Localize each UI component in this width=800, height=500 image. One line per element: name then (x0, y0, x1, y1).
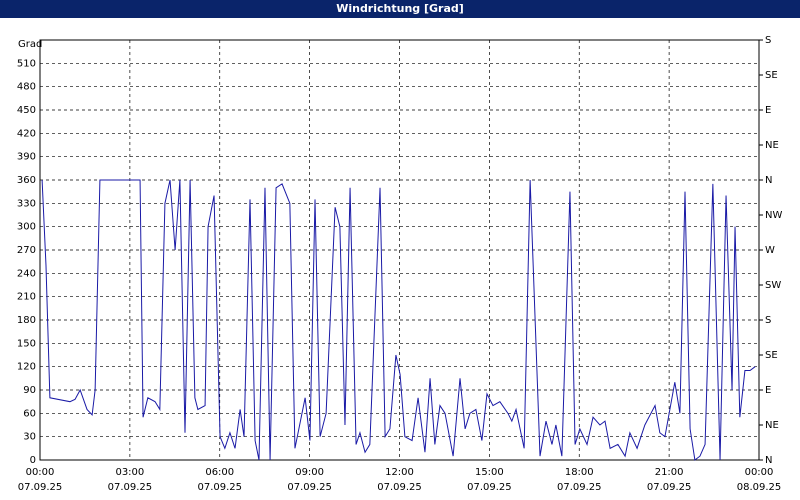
y-tick-label: 60 (23, 408, 36, 419)
x-tick-label: 00:00 08.09.25 (736, 467, 782, 493)
y2-tick-label: N (765, 455, 772, 466)
y2-tick-label: SE (765, 350, 778, 361)
y2-tick-label: NW (765, 210, 782, 221)
y-axis-title: Grad (18, 39, 42, 50)
y2-tick-label: SE (765, 70, 778, 81)
chart-title: Windrichtung [Grad] (336, 2, 464, 15)
y2-tick-label: NE (765, 140, 779, 151)
y-tick-label: 90 (23, 385, 36, 396)
y2-tick-label: W (765, 245, 775, 256)
title-bar (0, 0, 800, 18)
x-tick-label: 15:00 07.09.25 (467, 467, 512, 493)
y-tick-label: 450 (17, 105, 36, 116)
data-line (41, 179, 756, 461)
x-tick-label: 18:00 07.09.25 (556, 467, 602, 493)
y2-tick-label: E (765, 385, 771, 396)
x-tick-label: 12:00 07.09.25 (377, 467, 422, 493)
y-tick-label: 180 (17, 315, 36, 326)
y2-tick-label: S (765, 315, 771, 326)
y-tick-label: 420 (17, 128, 36, 139)
y-tick-label: 270 (17, 245, 36, 256)
x-tick-label: 00:00 07.09.25 (17, 467, 63, 493)
y-tick-label: 120 (17, 362, 36, 373)
y-tick-label: 0 (30, 455, 36, 466)
y-tick-label: 240 (17, 268, 36, 279)
x-tick-label: 09:00 07.09.25 (287, 467, 332, 493)
x-tick-label: 03:00 07.09.25 (107, 467, 153, 493)
y-tick-label: 300 (17, 222, 36, 233)
x-tick-label: 06:00 07.09.25 (197, 467, 243, 493)
y-tick-label: 330 (17, 198, 36, 209)
y-tick-label: 210 (17, 292, 36, 303)
y2-tick-label: N (765, 175, 772, 186)
y-tick-label: 30 (23, 432, 36, 443)
y-tick-label: 510 (17, 58, 36, 69)
y2-tick-label: SW (765, 280, 781, 291)
y2-tick-label: E (765, 105, 771, 116)
y2-tick-label: NE (765, 420, 779, 431)
y2-tick-label: S (765, 35, 771, 46)
y-tick-label: 390 (17, 152, 36, 163)
x-tick-label: 21:00 07.09.25 (646, 467, 692, 493)
y-tick-label: 150 (17, 338, 36, 349)
y-tick-label: 360 (17, 175, 36, 186)
y-tick-label: 480 (17, 82, 36, 93)
